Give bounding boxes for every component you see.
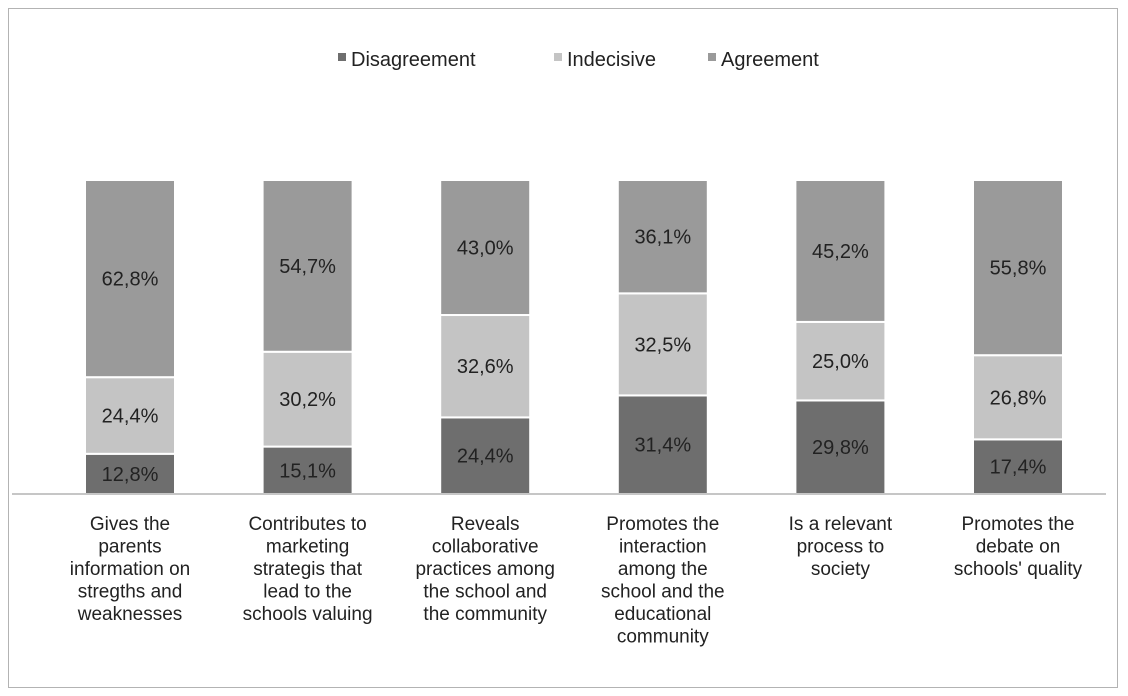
data-label-agreement: 62,8% xyxy=(102,269,159,291)
data-label-indecisive: 26,8% xyxy=(990,387,1047,409)
data-label-indecisive: 32,5% xyxy=(634,334,691,356)
bar-segment-agreement xyxy=(439,179,532,317)
data-label-agreement: 45,2% xyxy=(812,241,869,263)
data-label-agreement: 54,7% xyxy=(279,256,336,278)
bar-segment-disagreement xyxy=(616,394,709,495)
legend-swatch-indecisive xyxy=(554,53,562,61)
bar-segment-indecisive xyxy=(794,320,887,402)
data-label-disagreement: 12,8% xyxy=(102,464,159,486)
legend-swatch-agreement xyxy=(708,53,716,61)
data-label-disagreement: 24,4% xyxy=(457,446,514,468)
bar-segment-agreement xyxy=(616,179,709,295)
data-label-agreement: 55,8% xyxy=(990,258,1047,280)
data-label-agreement: 43,0% xyxy=(457,238,514,260)
category-label: Promotes the debate on schools' quality xyxy=(954,514,1083,580)
legend: Disagreement Indecisive Agreement xyxy=(338,49,819,71)
bar-segment-agreement xyxy=(972,179,1064,357)
data-label-indecisive: 30,2% xyxy=(279,389,336,411)
legend-label-indecisive: Indecisive xyxy=(567,49,656,71)
legend-swatch-disagreement xyxy=(338,53,346,61)
legend-label-agreement: Agreement xyxy=(721,49,819,71)
category-label: Promotes the interaction among the school a… xyxy=(601,514,725,648)
bar-segment-disagreement xyxy=(439,416,532,495)
bar-segment-agreement xyxy=(84,179,176,379)
bar-segment-indecisive xyxy=(439,314,532,419)
category-label: Is a relevant process to society xyxy=(789,514,893,580)
chart-frame xyxy=(8,8,1118,688)
category-label: Gives the parents information on stregths a… xyxy=(70,514,190,625)
category-label: Contributes to marketing strategis that lea… xyxy=(243,514,373,625)
legend-label-disagreement: Disagreement xyxy=(351,49,476,71)
bar-segment-indecisive xyxy=(261,350,354,448)
bar-segment-agreement xyxy=(261,179,354,353)
data-label-disagreement: 17,4% xyxy=(990,457,1047,479)
bar-segment-agreement xyxy=(794,179,887,323)
data-label-indecisive: 32,6% xyxy=(457,356,514,378)
category-labels: Gives the parents information on stregths a… xyxy=(70,514,1083,648)
bar-segment-indecisive xyxy=(616,292,709,397)
bars: 12,8% 24,4% 62,8% 15,1% 30,2% 54,7% 24,4% 32,6%… xyxy=(84,179,1064,496)
data-label-disagreement: 31,4% xyxy=(634,435,691,457)
data-label-disagreement: 29,8% xyxy=(812,437,869,459)
category-label: Reveals collaborative practices among the s… xyxy=(415,514,554,625)
data-label-agreement: 36,1% xyxy=(634,227,691,249)
data-label-indecisive: 25,0% xyxy=(812,351,869,373)
bar-segment-indecisive xyxy=(972,354,1064,441)
bar-segment-disagreement xyxy=(972,438,1064,496)
data-label-disagreement: 15,1% xyxy=(279,460,336,482)
data-label-indecisive: 24,4% xyxy=(102,406,159,428)
